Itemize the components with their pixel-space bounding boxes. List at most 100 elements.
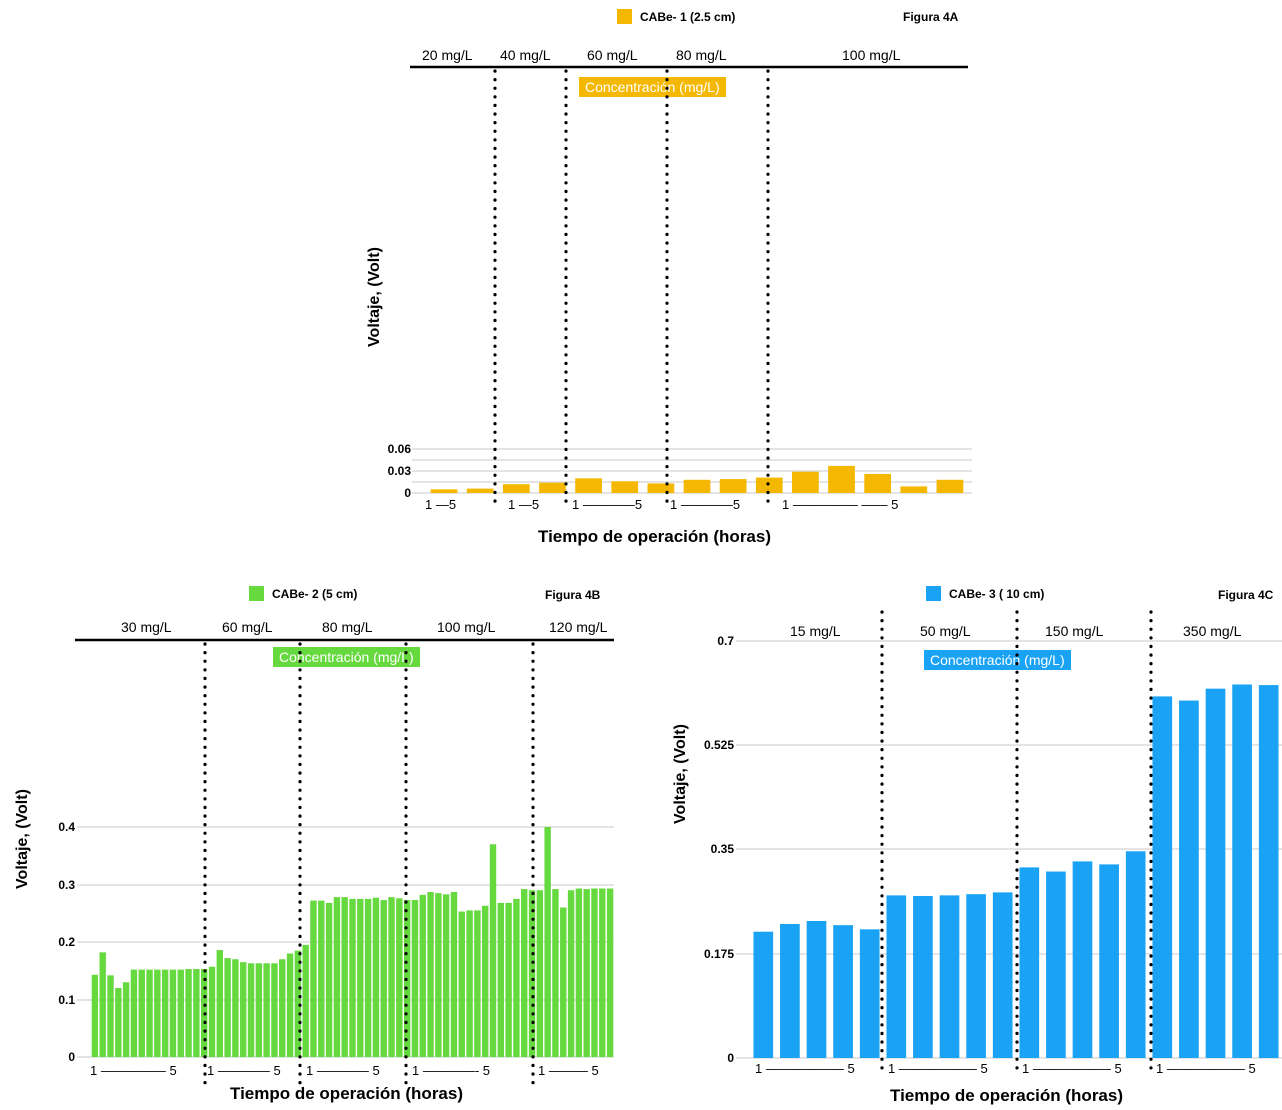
bar-4a-14 — [900, 486, 928, 493]
bar-4a-9 — [719, 479, 747, 493]
bar-4b-34 — [349, 898, 356, 1058]
bar-4b-28 — [302, 944, 309, 1058]
hour-label-4b-5: 1 ——— 5 — [538, 1063, 599, 1078]
bar-4c-20 — [1258, 685, 1279, 1058]
bar-4b-21 — [247, 963, 255, 1057]
y-tick-4c-4: 0 — [727, 1051, 734, 1065]
x-axis-label-4b: Tiempo de operación (horas) — [230, 1084, 464, 1103]
bar-4b-18 — [224, 958, 231, 1057]
y-tick-4b-0: 0.4 — [58, 820, 75, 834]
legend-label-4b: CABe- 2 (5 cm) — [272, 586, 358, 601]
concentration-label-4a-4: 80 mg/L — [676, 47, 727, 63]
concentration-label-4c-1: 15 mg/L — [790, 623, 841, 639]
bar-4b-50 — [474, 910, 481, 1058]
bar-4b-40 — [396, 898, 403, 1057]
concentration-label-4a-5: 100 mg/L — [842, 47, 901, 63]
bar-4b-25 — [279, 959, 286, 1057]
hour-label-4b-4: 1 ————- 5 — [412, 1063, 490, 1078]
bar-4b-29 — [310, 900, 317, 1057]
concentration-label-4c-3: 150 mg/L — [1045, 623, 1104, 639]
bar-4a-12 — [828, 465, 855, 493]
bar-4c-1 — [753, 931, 774, 1058]
concentration-label-4b-4: 100 mg/L — [437, 619, 496, 635]
hour-label-4b-2: 1 ———— 5 — [207, 1063, 281, 1078]
bar-4b-36 — [364, 898, 372, 1058]
bar-4b-39 — [388, 897, 395, 1057]
legend-swatch-4c — [926, 586, 941, 601]
bar-4b-66 — [599, 888, 606, 1057]
bar-4b-13 — [185, 969, 192, 1057]
bar-4a-5 — [575, 478, 602, 493]
bar-4b-52 — [489, 844, 497, 1057]
y-tick-4c-1: 0.525 — [704, 738, 734, 752]
bar-4c-12 — [1046, 871, 1066, 1058]
bar-4a-15 — [936, 479, 964, 493]
concentration-label-4a-3: 60 mg/L — [587, 47, 638, 63]
bar-4b-61 — [560, 907, 567, 1057]
y-tick-4b-2: 0.2 — [58, 935, 75, 949]
bar-4b-45 — [435, 893, 442, 1058]
bar-4b-32 — [333, 897, 341, 1057]
y-tick-4c-0: 0.7 — [717, 634, 734, 648]
bar-4b-62 — [567, 890, 575, 1057]
bar-4a-7 — [647, 483, 675, 493]
bar-4a-8 — [683, 479, 711, 493]
concentration-label-4a-2: 40 mg/L — [500, 47, 551, 63]
figure-label-4b: Figura 4B — [545, 588, 601, 602]
hour-label-4a-5: 1 ————— —— 5 — [782, 497, 898, 512]
x-axis-label-4a: Tiempo de operación (horas) — [538, 527, 772, 546]
y-tick-4a-0: 0.06 — [388, 442, 412, 456]
bar-4b-2 — [99, 952, 106, 1057]
concentration-label-4c-2: 50 mg/L — [920, 623, 971, 639]
bar-4a-10 — [755, 477, 783, 493]
bar-4b-3 — [107, 975, 114, 1057]
bar-4b-55 — [513, 898, 520, 1058]
bar-4c-16 — [1152, 696, 1173, 1058]
legend-label-4c: CABe- 3 ( 10 cm) — [949, 586, 1045, 601]
bar-4b-26 — [286, 953, 294, 1057]
bar-4b-31 — [325, 902, 333, 1057]
bar-4b-1 — [91, 974, 99, 1057]
bar-4b-49 — [466, 910, 473, 1058]
y-tick-4b-3: 0.1 — [58, 993, 75, 1007]
concentration-label-4b-3: 80 mg/L — [322, 619, 373, 635]
bar-4b-33 — [341, 897, 348, 1057]
bar-4c-15 — [1125, 851, 1146, 1058]
hour-label-4b-1: 1 ————— 5 — [90, 1063, 177, 1078]
bar-4c-8 — [939, 895, 960, 1058]
bar-4b-48 — [458, 911, 465, 1057]
hour-label-4a-1: 1 —5 — [425, 497, 456, 512]
bar-4a-1 — [430, 489, 458, 493]
bar-4c-10 — [992, 892, 1013, 1058]
figure-label-4c: Figura 4C — [1218, 588, 1274, 602]
figure-label-4a: Figura 4A — [903, 10, 959, 24]
bar-4b-51 — [482, 905, 489, 1057]
bar-4b-35 — [357, 898, 364, 1058]
bar-4b-56 — [521, 889, 528, 1057]
x-axis-label-4c: Tiempo de operación (horas) — [890, 1086, 1124, 1105]
bar-4c-14 — [1099, 864, 1119, 1058]
y-tick-4b-1: 0.3 — [58, 878, 75, 892]
bar-4b-46 — [442, 894, 450, 1057]
bar-4b-67 — [606, 888, 614, 1057]
legend-label-4a: CABe- 1 (2.5 cm) — [640, 9, 736, 24]
concentration-label-4b-1: 30 mg/L — [121, 619, 172, 635]
bar-4b-42 — [411, 900, 419, 1057]
bar-4b-53 — [497, 902, 505, 1057]
bar-4b-63 — [575, 888, 583, 1057]
concentration-label-4c-4: 350 mg/L — [1183, 623, 1242, 639]
bar-4b-27 — [294, 950, 302, 1058]
bar-4a-13 — [864, 473, 892, 493]
y-tick-4b-4: 0 — [68, 1050, 75, 1064]
bar-4b-9 — [154, 969, 161, 1057]
hour-label-4c-3: 1 —————— 5 — [1022, 1061, 1122, 1076]
hour-label-4a-3: 1 ————5 — [572, 497, 642, 512]
bar-4c-7 — [913, 895, 933, 1058]
bar-4a-11 — [792, 471, 819, 493]
bar-4b-11 — [169, 969, 177, 1057]
bar-4a-4 — [539, 482, 566, 493]
y-tick-4c-2: 0.35 — [711, 842, 735, 856]
bar-4b-58 — [536, 890, 544, 1057]
